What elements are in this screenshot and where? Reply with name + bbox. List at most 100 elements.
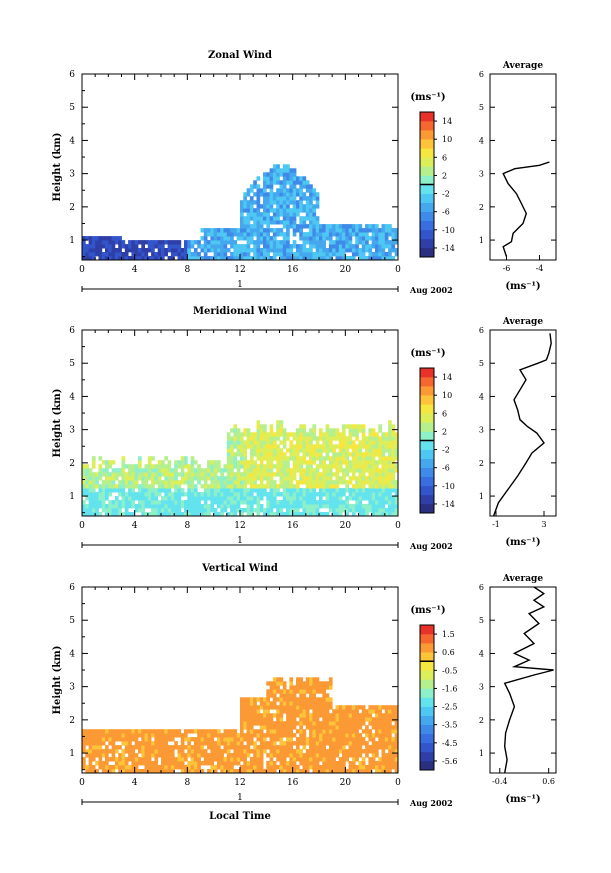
heatmap-cell	[315, 681, 320, 686]
heatmap-cell	[187, 765, 191, 770]
heatmap-cell	[381, 452, 386, 457]
heatmap-cell	[312, 452, 317, 457]
heatmap-cell	[200, 749, 205, 754]
heatmap-cell	[269, 456, 274, 461]
heatmap-cell	[272, 248, 277, 253]
heatmap-cell	[279, 761, 284, 766]
heatmap-cell	[368, 749, 373, 754]
heatmap-cell	[233, 761, 238, 766]
heatmap-cell	[292, 460, 297, 465]
heatmap-cell	[233, 456, 238, 461]
heatmap-cell	[322, 725, 326, 730]
y-tick-label: 4	[69, 649, 75, 659]
heatmap-cell	[180, 492, 185, 497]
heatmap-cell	[82, 512, 86, 517]
heatmap-cell	[249, 216, 254, 221]
heatmap-cells	[82, 677, 399, 774]
heatmap-cell	[309, 500, 313, 505]
heatmap-cell	[309, 240, 313, 245]
heatmap-cell	[292, 693, 297, 698]
heatmap-cell	[147, 753, 152, 758]
heatmap-cell	[88, 737, 93, 742]
heatmap-cell	[177, 472, 182, 477]
heatmap-cell	[279, 733, 284, 738]
heatmap-cell	[167, 749, 172, 754]
heatmap-cell	[184, 464, 188, 469]
heatmap-cell	[272, 729, 277, 734]
colorbar-tick-label: -2.5	[442, 703, 457, 712]
heatmap-cell	[240, 492, 244, 497]
colorbar-tick-label: 6	[442, 153, 447, 162]
heatmap-cell	[361, 468, 366, 473]
heatmap-cell	[151, 753, 155, 758]
heatmap-cell	[249, 224, 254, 229]
heatmap-cell	[296, 224, 300, 229]
heatmap-cell	[269, 428, 274, 433]
heatmap-cell	[230, 468, 234, 473]
heatmap-cell	[302, 512, 307, 517]
heatmap-cell	[289, 488, 294, 493]
heatmap-cell	[249, 456, 254, 461]
heatmap-cell	[240, 472, 244, 477]
heatmap-cell	[296, 737, 300, 742]
heatmap-cell	[177, 508, 182, 513]
heatmap-cell	[249, 721, 254, 726]
heatmap-cell	[302, 745, 307, 750]
heatmap-cell	[345, 757, 349, 762]
heatmap-cell	[144, 749, 149, 754]
heatmap-cell	[138, 476, 142, 481]
heatmap-cell	[292, 476, 297, 481]
heatmap-cell	[105, 240, 109, 245]
heatmap-cell	[269, 749, 274, 754]
heatmap-cell	[167, 737, 172, 742]
heatmap-cell	[296, 192, 300, 197]
date-marker: 1	[237, 536, 243, 546]
heatmap-cell	[355, 745, 359, 750]
heatmap-cell	[157, 753, 162, 758]
heatmap-cell	[312, 192, 317, 197]
heatmap-cell	[282, 180, 287, 185]
heatmap-cell	[91, 496, 96, 501]
heatmap-cell	[177, 504, 182, 509]
heatmap-cell	[305, 224, 310, 229]
heatmap-cell	[292, 500, 297, 505]
panel-title: Zonal Wind	[208, 50, 272, 61]
heatmap-cell	[312, 232, 317, 237]
heatmap-cell	[249, 468, 254, 473]
heatmap-cell	[167, 244, 172, 249]
heatmap-cell	[240, 717, 244, 722]
heatmap-cell	[266, 761, 270, 766]
heatmap-cell	[220, 492, 224, 497]
heatmap-cell	[134, 729, 139, 734]
heatmap-cell	[361, 512, 366, 517]
heatmap-cell	[256, 440, 261, 445]
heatmap-cell	[345, 512, 349, 517]
heatmap-cell	[315, 697, 320, 702]
x-tick-label: 20	[340, 521, 352, 531]
heatmap-cell	[296, 769, 300, 774]
heatmap-cell	[292, 456, 297, 461]
heatmap-cell	[378, 757, 382, 762]
x-tick-label: 16	[287, 265, 299, 275]
heatmap-cell	[82, 749, 86, 754]
heatmap-cell	[394, 492, 399, 497]
heatmap-cell	[309, 753, 313, 758]
heatmap-cell	[361, 496, 366, 501]
heatmap-cell	[213, 248, 218, 253]
heatmap-cell	[328, 444, 333, 449]
heatmap-cell	[388, 232, 392, 237]
heatmap-cell	[259, 468, 264, 473]
heatmap-cell	[292, 444, 297, 449]
heatmap-cell	[164, 729, 168, 734]
heatmap-cell	[263, 252, 267, 257]
heatmap-cell	[371, 428, 376, 433]
colorbar-swatch	[420, 494, 434, 505]
heatmap-cell	[108, 749, 112, 754]
heatmap-cell	[217, 460, 221, 465]
heatmap-cell	[220, 504, 224, 509]
y-tick-label: 2	[69, 716, 75, 726]
heatmap-cell	[240, 500, 244, 505]
heatmap-cell	[170, 492, 175, 497]
heatmap-cell	[141, 508, 145, 513]
heatmap-cell	[108, 240, 112, 245]
